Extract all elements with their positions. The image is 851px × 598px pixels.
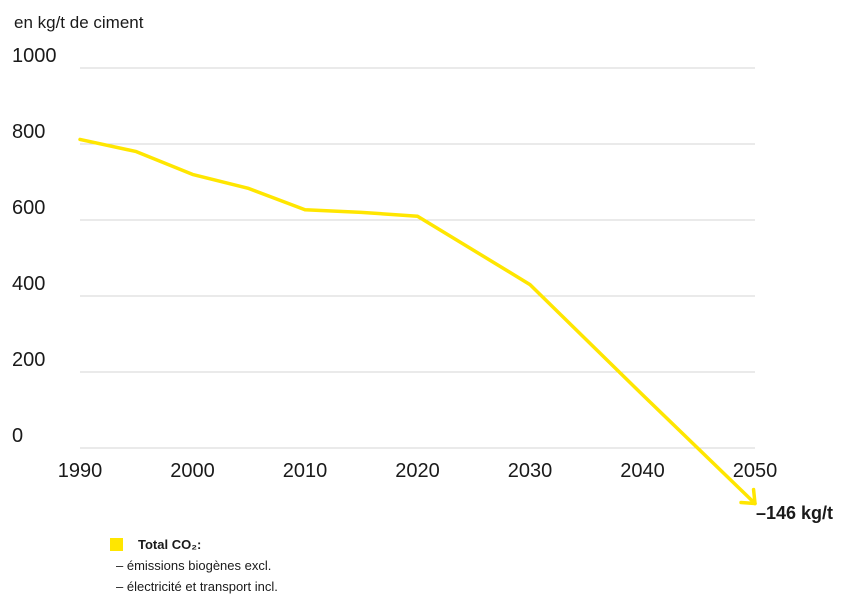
x-tick-label: 2000 — [170, 460, 215, 482]
end-value-annotation: –146 kg/t — [756, 503, 834, 523]
x-tick-label: 2010 — [283, 460, 328, 482]
y-tick-label: 600 — [12, 197, 45, 219]
legend-line-2: – électricité et transport incl. — [116, 579, 278, 594]
y-tick-label: 400 — [12, 273, 45, 295]
y-tick-label: 0 — [12, 425, 23, 447]
legend-title: Total CO₂: — [138, 537, 202, 552]
series-line — [78, 137, 757, 506]
x-tick-label: 2050 — [733, 460, 778, 482]
x-tick-label: 2030 — [508, 460, 553, 482]
y-tick-label: 1000 — [12, 45, 57, 67]
x-tick-label: 1990 — [58, 460, 103, 482]
y-axis-unit-label: en kg/t de ciment — [14, 13, 144, 32]
y-tick-labels: 0 200 400 600 800 1000 — [12, 45, 57, 447]
x-tick-label: 2020 — [395, 460, 440, 482]
legend-swatch — [110, 538, 123, 551]
y-tick-label: 200 — [12, 349, 45, 371]
legend-line-1: – émissions biogènes excl. — [116, 558, 272, 573]
y-tick-label: 800 — [12, 121, 45, 143]
series-group — [78, 137, 757, 506]
series-arrowhead — [739, 487, 757, 506]
grid-lines — [80, 67, 755, 449]
x-tick-label: 2040 — [620, 460, 665, 482]
x-tick-labels: 1990 2000 2010 2020 2030 2040 2050 — [58, 460, 778, 482]
